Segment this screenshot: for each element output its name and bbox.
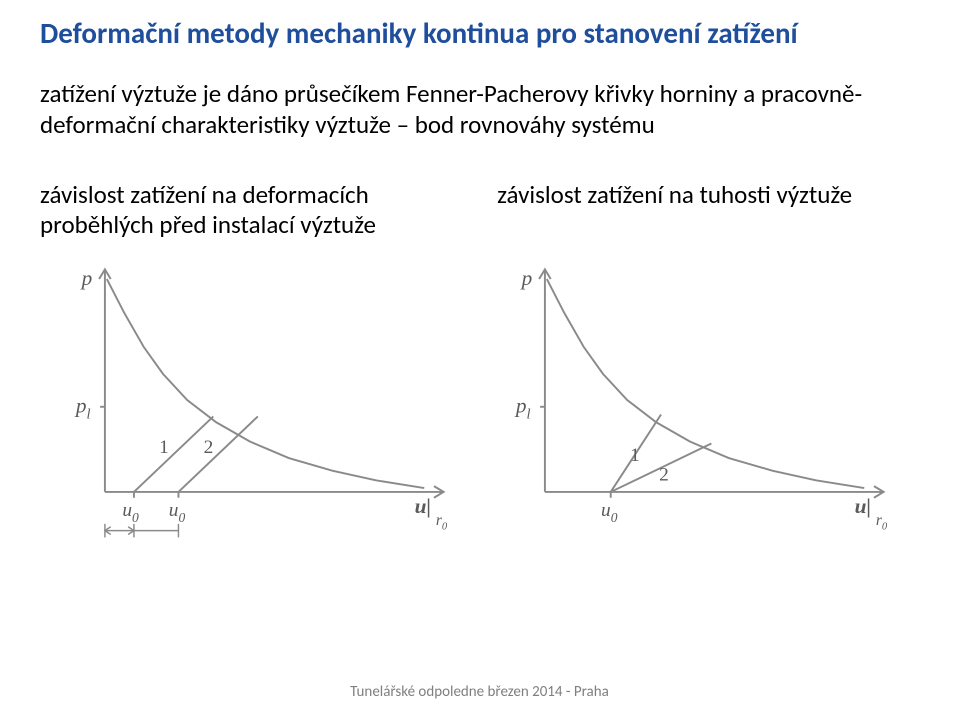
label-1: 1 (630, 445, 640, 466)
body-paragraph: zatížení výztuže je dáno průsečíkem Fenn… (40, 78, 919, 141)
caption-left-line1: závislost zatížení na deformacích (40, 179, 369, 210)
y-label-p: p (519, 266, 532, 290)
fenner-pacher-curve (546, 279, 863, 488)
pl-label: pl (74, 394, 91, 423)
slide-title: Deformační metody mechaniky kontinua pro… (40, 18, 919, 50)
slide-page: Deformační metody mechaniky kontinua pro… (0, 0, 959, 719)
r0-label: r0 (875, 512, 887, 533)
y-label-p: p (80, 266, 93, 290)
u0b-label: u0 (169, 501, 186, 526)
diagrams-row: p pl 1 2 u0 u0 u| r0 (40, 250, 919, 560)
footer-text: Tunelářské odpoledne březen 2014 - Praha (0, 683, 959, 701)
ul-label: u| (415, 495, 432, 519)
caption-left-line2: proběhlých před instalací výztuže (40, 209, 376, 240)
label-1: 1 (159, 438, 169, 459)
ul-label: u| (854, 495, 871, 519)
captions-row: závislost zatížení na deformacích proběh… (40, 180, 919, 240)
diagram-right: p pl 1 2 u0 u| r0 (480, 250, 920, 550)
caption-left: závislost zatížení na deformacích proběh… (40, 180, 444, 240)
caption-right: závislost zatížení na tuhosti výztuže (497, 180, 919, 240)
pl-label: pl (513, 394, 530, 423)
support-line-1 (134, 417, 213, 492)
label-2: 2 (659, 465, 669, 486)
u0-label: u0 (601, 501, 618, 526)
label-2: 2 (204, 438, 214, 459)
u0a-label: u0 (122, 501, 139, 526)
support-line-2 (178, 417, 257, 492)
diagram-left: p pl 1 2 u0 u0 u| r0 (40, 250, 480, 550)
r0-label: r0 (436, 512, 448, 533)
fenner-pacher-curve (107, 279, 424, 488)
